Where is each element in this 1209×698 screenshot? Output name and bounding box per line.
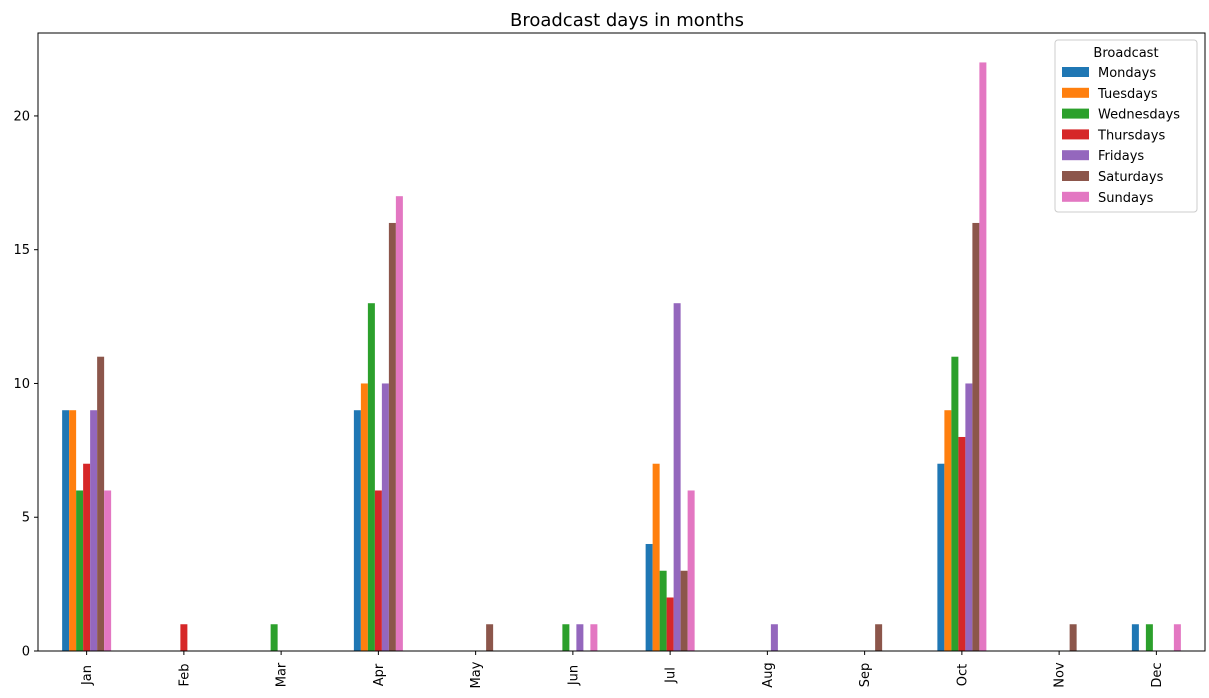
legend-frame [1054,39,1198,213]
x-tick-label: Aug [761,662,776,687]
x-tick-label: Jul [664,667,679,684]
bar-wednesdays-jun [562,624,570,651]
bar-fridays-jul [673,303,681,651]
chart-title: Broadcast days in months [510,10,744,31]
x-tick-label: Sep [858,663,873,688]
bar-sundays-dec [1173,624,1181,651]
axes-group: 0 5 10 15 20 Jan Feb Mar Apr May Jun Jul Aug Sep Oct No… [13,32,1206,688]
bar-mondays-dec [1131,624,1139,651]
legend-swatch [1062,129,1089,140]
legend: Broadcast Mondays Tuesdays Wednesdays Thursd… [1054,39,1198,213]
bar-fridays-apr [381,383,389,651]
x-tick-label: Dec [1150,662,1165,687]
bars-group [62,62,1181,652]
bar-wednesdays-jul [659,570,667,651]
bar-fridays-jan [90,410,98,651]
bar-saturdays-sep [875,624,883,651]
bar-sundays-oct [979,62,987,652]
legend-swatch [1062,108,1089,119]
bar-saturdays-apr [388,222,396,651]
legend-label: Wednesdays [1098,108,1180,123]
legend-label: Sundays [1098,191,1154,206]
legend-swatch [1062,87,1089,98]
bar-saturdays-nov [1069,624,1077,651]
bar-sundays-jan [104,490,112,651]
bar-tuesdays-oct [944,410,952,651]
bar-wednesdays-mar [270,624,278,651]
legend-title: Broadcast [1093,46,1158,61]
bar-thursdays-oct [958,436,966,651]
bar-mondays-jan [62,410,70,651]
y-tick-label: 20 [13,109,30,124]
bar-mondays-jul [645,543,653,651]
bar-sundays-jun [590,624,598,651]
x-tick-label: Apr [372,663,387,686]
bar-fridays-jun [576,624,584,651]
bar-saturdays-oct [972,222,980,651]
x-tick-label: Feb [177,663,192,686]
x-tick-label: Nov [1053,662,1068,688]
x-tick-label: Mar [275,662,290,687]
bar-mondays-apr [353,410,361,651]
bar-wednesdays-jan [76,490,84,651]
legend-label: Saturdays [1098,170,1164,185]
legend-label: Thursdays [1097,128,1165,143]
bar-tuesdays-apr [360,383,368,651]
legend-label: Tuesdays [1097,87,1158,102]
y-tick-label: 0 [22,645,30,660]
bar-saturdays-jul [680,570,688,651]
bar-thursdays-jul [666,597,674,651]
bar-tuesdays-jul [652,463,660,651]
x-tick-label: Jun [566,665,581,686]
x-tick-label: May [469,661,484,688]
x-tick-label: Oct [955,664,970,686]
y-tick-label: 15 [13,243,30,258]
bar-wednesdays-oct [951,356,959,651]
legend-swatch [1062,191,1089,202]
bar-saturdays-may [486,624,494,651]
bar-sundays-jul [687,490,695,651]
legend-swatch [1062,150,1089,161]
bar-tuesdays-jan [69,410,77,651]
legend-swatch [1062,67,1089,77]
bar-thursdays-feb [180,624,188,651]
plot-frame [37,32,1206,652]
bar-sundays-apr [395,196,403,651]
y-tick-label: 5 [22,511,30,526]
y-tick-label: 10 [13,377,30,392]
legend-swatch [1062,171,1089,181]
bar-thursdays-apr [374,490,382,651]
bar-fridays-oct [965,383,973,651]
x-tick-label: Jan [80,665,95,686]
legend-label: Fridays [1098,149,1144,164]
bar-mondays-oct [937,463,945,651]
legend-label: Mondays [1098,66,1156,81]
bar-thursdays-jan [83,463,91,651]
bar-fridays-aug [770,624,778,651]
bar-wednesdays-dec [1145,624,1153,651]
bar-saturdays-jan [97,356,105,651]
bar-wednesdays-apr [367,303,375,651]
